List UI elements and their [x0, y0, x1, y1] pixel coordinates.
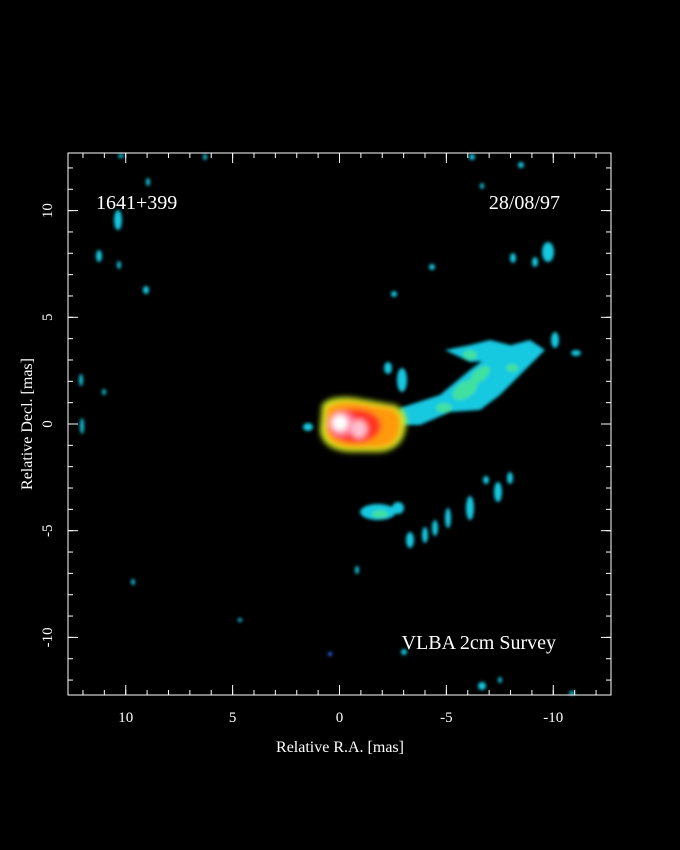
x-tick-label: 5 [229, 710, 237, 726]
x-tick-label: 0 [336, 710, 344, 726]
source-name: 1641+399 [96, 192, 177, 214]
epoch: 28/08/97 [489, 192, 560, 214]
y-tick-label: -5 [40, 524, 56, 537]
survey-name: VLBA 2cm Survey [402, 632, 556, 654]
y-axis-label: Relative Decl. [mas] [19, 358, 36, 490]
y-tick-label: -10 [40, 627, 56, 647]
x-tick-label: 10 [118, 710, 133, 726]
x-tick-label: -5 [440, 710, 453, 726]
y-tick-label: 5 [40, 314, 56, 322]
y-tick-label: 10 [40, 203, 56, 218]
radio-image [79, 154, 581, 695]
y-tick-label: 0 [40, 420, 56, 428]
x-axis-label: Relative R.A. [mas] [276, 739, 404, 756]
x-tick-label: -10 [543, 710, 563, 726]
